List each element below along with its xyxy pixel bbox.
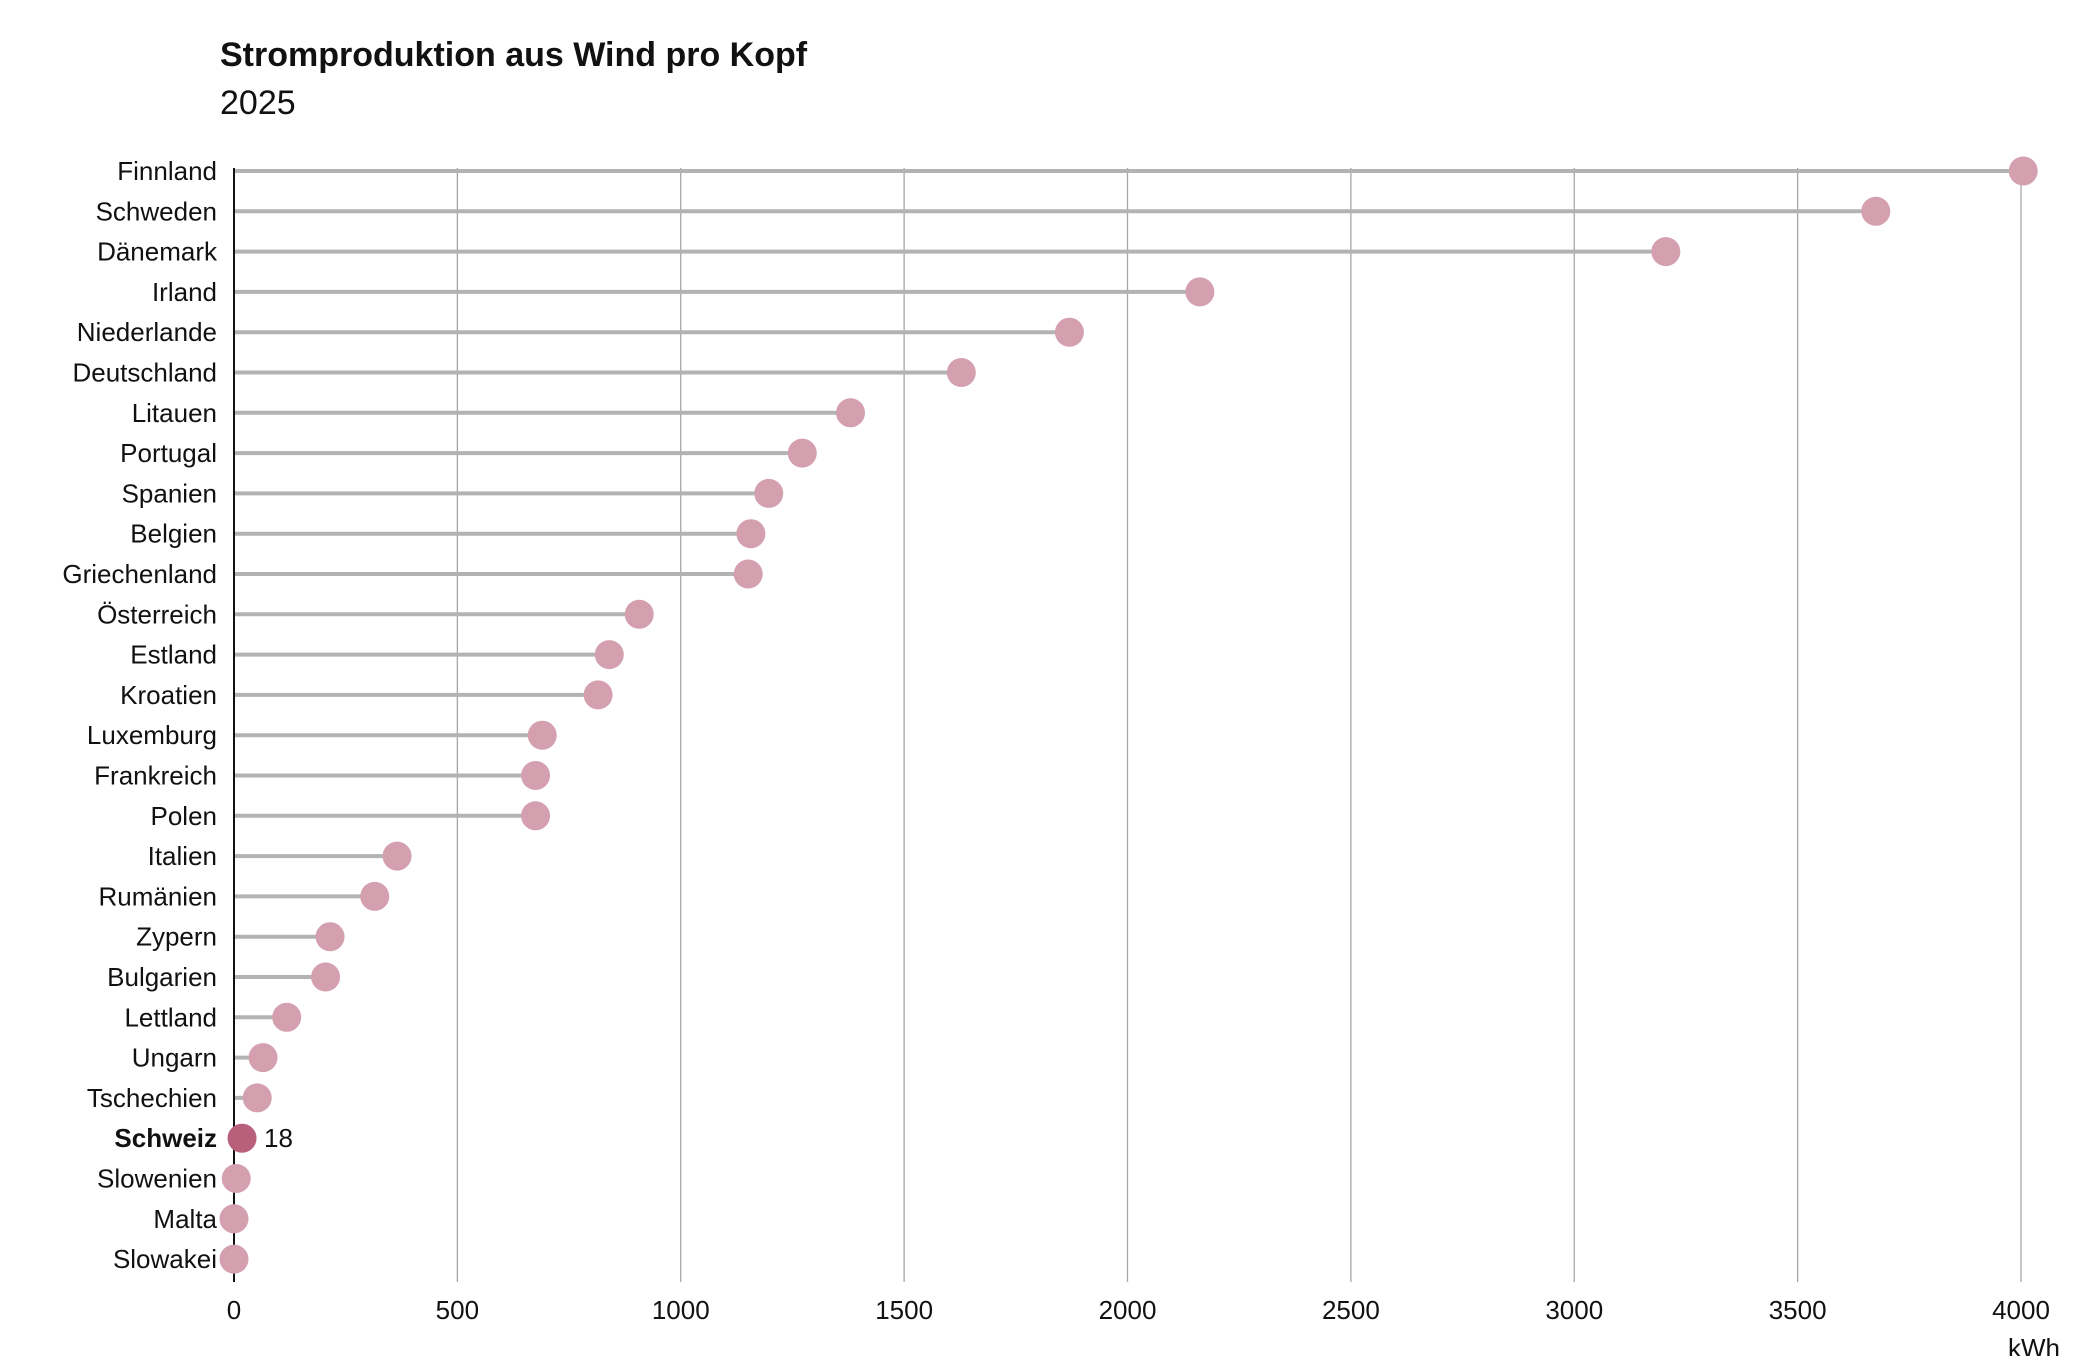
data-point — [219, 1244, 249, 1274]
category-label: Schweiz — [114, 1123, 217, 1153]
x-tick-label: 1000 — [652, 1295, 710, 1325]
x-tick-label: 500 — [436, 1295, 479, 1325]
category-label: Deutschland — [72, 358, 217, 388]
annotations: 18 — [264, 1123, 293, 1153]
data-point — [1185, 277, 1215, 307]
data-point — [272, 1002, 302, 1032]
category-label: Estland — [130, 640, 217, 670]
data-point — [787, 438, 817, 468]
data-point — [242, 1083, 272, 1113]
data-label: 18 — [264, 1123, 293, 1153]
data-point — [315, 922, 345, 952]
category-label: Griechenland — [62, 559, 217, 589]
data-point — [2008, 156, 2038, 186]
data-point — [733, 559, 763, 589]
chart-subtitle: 2025 — [220, 84, 296, 122]
data-point — [594, 640, 624, 670]
category-label: Slowakei — [113, 1244, 217, 1274]
category-label: Slowenien — [97, 1164, 217, 1194]
x-axis-unit-label: kWh — [2008, 1333, 2060, 1356]
lollipop-dots — [219, 156, 2038, 1274]
x-tick-label: 4000 — [1992, 1295, 2050, 1325]
chart-title: Stromproduktion aus Wind pro Kopf — [220, 36, 808, 74]
x-tick-label: 0 — [227, 1295, 241, 1325]
data-point — [219, 1204, 249, 1234]
data-point — [583, 680, 613, 710]
category-label: Bulgarien — [107, 962, 217, 992]
x-tick-label: 3500 — [1769, 1295, 1827, 1325]
category-label: Ungarn — [132, 1043, 217, 1073]
data-point — [248, 1043, 278, 1073]
data-point — [836, 398, 866, 428]
category-label: Niederlande — [77, 317, 217, 347]
category-label: Zypern — [136, 922, 217, 952]
category-label: Belgien — [130, 519, 217, 549]
data-point — [521, 761, 551, 790]
data-point — [382, 841, 412, 871]
category-label: Österreich — [97, 599, 217, 629]
category-label: Kroatien — [120, 680, 217, 710]
lollipop-lines — [234, 169, 2024, 1181]
category-label: Polen — [151, 801, 218, 831]
category-label: Dänemark — [97, 237, 218, 267]
data-point — [754, 478, 784, 508]
category-label: Lettland — [124, 1002, 217, 1032]
data-point — [624, 599, 654, 629]
category-label: Frankreich — [94, 761, 217, 791]
x-tick-label: 2000 — [1099, 1295, 1157, 1325]
category-label: Tschechien — [87, 1083, 217, 1113]
category-label: Finnland — [117, 156, 217, 186]
x-tick-label: 1500 — [875, 1295, 933, 1325]
category-label: Schweden — [96, 196, 217, 226]
data-point — [736, 519, 766, 549]
x-tick-label: 2500 — [1322, 1295, 1380, 1325]
gridlines — [456, 168, 2022, 1282]
data-point — [946, 358, 976, 387]
category-labels: Finnland Schweden Dänemark Irland Niederland… — [62, 156, 218, 1274]
data-point — [221, 1164, 251, 1193]
category-label: Portugal — [120, 438, 217, 468]
data-point — [527, 720, 557, 750]
data-point — [227, 1123, 257, 1153]
x-tick-label: 3000 — [1545, 1295, 1603, 1325]
category-label: Italien — [148, 841, 217, 871]
category-label: Irland — [152, 277, 217, 307]
x-tick-labels: 0 500 1000 1500 2000 2500 3000 3500 4000 kWh — [227, 1295, 2060, 1356]
data-point — [1861, 196, 1891, 226]
data-point — [1054, 317, 1084, 347]
data-point — [360, 881, 390, 911]
data-point — [311, 962, 341, 992]
category-label: Malta — [153, 1204, 217, 1234]
data-point — [521, 801, 551, 831]
category-label: Spanien — [122, 478, 217, 508]
data-point — [1651, 237, 1681, 267]
category-label: Litauen — [132, 398, 217, 428]
category-label: Rumänien — [98, 881, 217, 911]
category-label: Luxemburg — [87, 720, 217, 750]
